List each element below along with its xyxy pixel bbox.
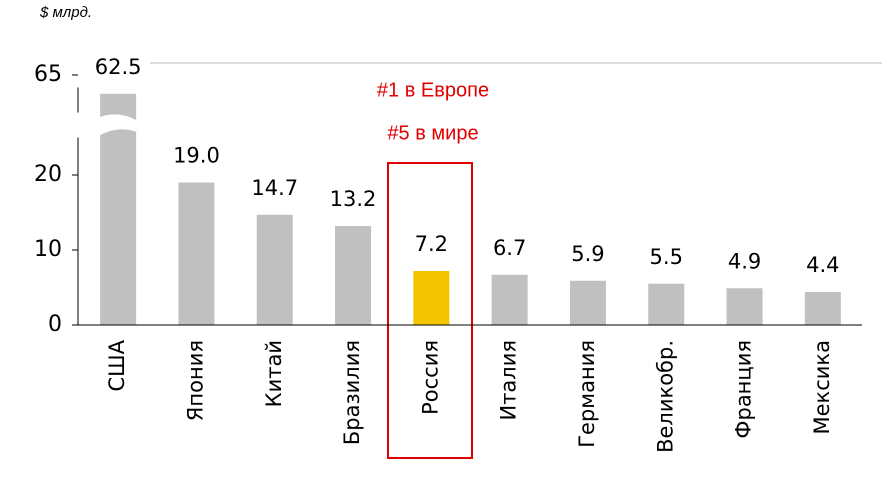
x-tick-label: Россия xyxy=(418,340,442,415)
x-tick-label: Бразилия xyxy=(340,340,364,445)
bar xyxy=(726,288,763,325)
bar xyxy=(256,214,293,325)
y-tick-label: 0 xyxy=(48,312,62,337)
y-tick-label: 10 xyxy=(34,237,62,262)
annotation: #1 в Европе xyxy=(377,79,489,101)
value-label: 19.0 xyxy=(173,144,220,168)
value-label: 13.2 xyxy=(330,187,377,211)
value-label: 62.5 xyxy=(95,55,142,79)
x-tick-label: Япония xyxy=(183,340,207,421)
value-label: 4.4 xyxy=(806,253,839,277)
bar xyxy=(413,271,450,325)
highlight-box xyxy=(387,162,473,459)
bar xyxy=(491,274,528,325)
value-label: 6.7 xyxy=(493,236,526,260)
y-tick-label: 20 xyxy=(34,162,62,187)
annotation: #5 в мире xyxy=(387,122,478,144)
x-tick-label: Великобр. xyxy=(653,340,677,453)
chart-title: $ млрд. xyxy=(39,4,92,21)
bar xyxy=(569,280,606,325)
bar xyxy=(648,283,685,325)
value-label: 5.5 xyxy=(650,245,683,269)
y-tick-label: 65 xyxy=(34,62,62,87)
value-label: 7.2 xyxy=(415,232,448,256)
bar xyxy=(804,292,841,325)
x-tick-label: Мексика xyxy=(810,340,834,434)
value-label: 14.7 xyxy=(251,176,298,200)
value-label: 5.9 xyxy=(571,242,604,266)
value-label: 4.9 xyxy=(728,249,761,273)
x-tick-label: Германия xyxy=(575,340,599,448)
x-tick-label: США xyxy=(105,339,129,391)
bar xyxy=(178,182,215,325)
x-tick-label: Италия xyxy=(497,340,521,421)
x-tick-label: Китай xyxy=(262,340,286,407)
bar xyxy=(335,226,372,325)
x-tick-label: Франция xyxy=(732,340,756,439)
axis-break xyxy=(96,114,141,138)
